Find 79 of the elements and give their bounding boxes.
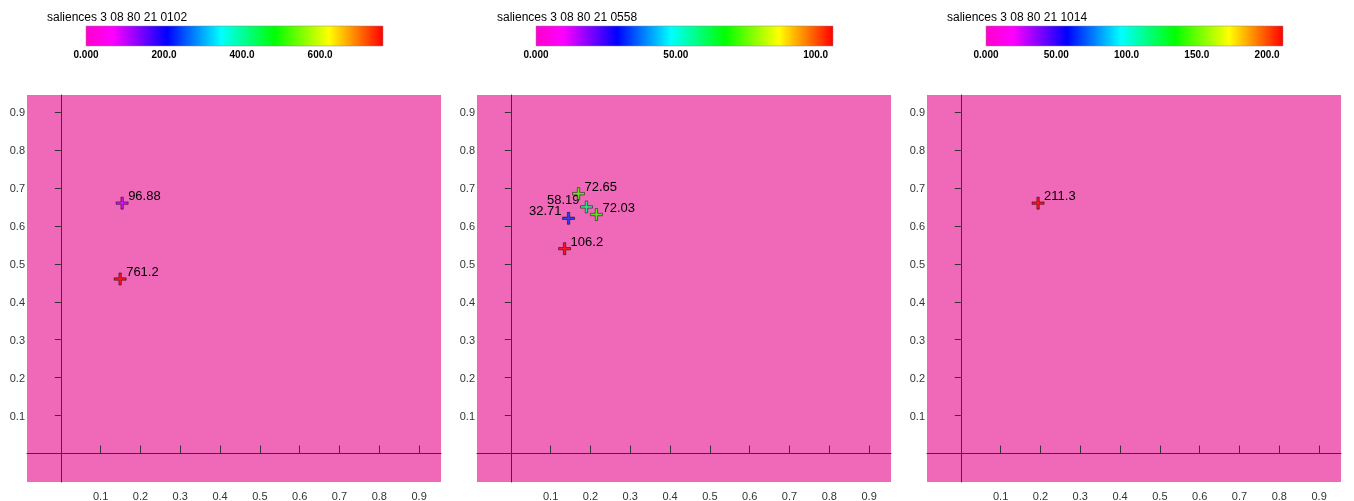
annotation: 211.3 bbox=[1044, 188, 1076, 204]
x-tick-label: 0.9 bbox=[861, 489, 877, 501]
color-bar-label: 100.0 bbox=[1114, 48, 1140, 60]
x-tick-label: 0.4 bbox=[662, 489, 678, 501]
x-tick-label: 0.8 bbox=[371, 489, 387, 501]
x-tick-label: 0.1 bbox=[93, 489, 109, 501]
x-tick-label: 0.2 bbox=[582, 489, 599, 501]
annotation: 96.88 bbox=[128, 188, 161, 204]
x-tick-label: 0.7 bbox=[331, 489, 348, 501]
y-tick-label: 0.9 bbox=[459, 106, 475, 119]
y-tick-label: 0.7 bbox=[9, 181, 25, 194]
x-tick-label: 0.9 bbox=[1311, 489, 1327, 501]
y-tick-label: 0.2 bbox=[459, 371, 475, 384]
color-bar-label: 400.0 bbox=[229, 48, 256, 60]
color-bar-label: 100.0 bbox=[803, 48, 829, 60]
x-tick-label: 0.6 bbox=[1192, 489, 1208, 501]
color-bar-label: 0.000 bbox=[73, 48, 99, 60]
y-tick-label: 0.9 bbox=[9, 106, 25, 119]
color-bar-label: 200.0 bbox=[151, 48, 177, 60]
color-bar-label: 150.0 bbox=[1184, 48, 1210, 60]
point bbox=[590, 208, 603, 221]
x-tick-label: 0.3 bbox=[622, 489, 638, 501]
annotation: 106.2 bbox=[570, 233, 604, 249]
chart-title: saliences 3 08 80 21 0558 bbox=[497, 10, 638, 24]
y-tick-label: 0.8 bbox=[9, 144, 25, 157]
x-tick-label: 0.2 bbox=[132, 489, 149, 501]
x-tick-label: 0.8 bbox=[821, 489, 837, 501]
x-tick-label: 0.9 bbox=[411, 489, 427, 501]
color-bar-label: 0.000 bbox=[973, 48, 999, 60]
y-tick-label: 0.8 bbox=[459, 144, 475, 157]
y-tick-label: 0.1 bbox=[9, 409, 25, 422]
color-bar-label: 200.0 bbox=[1254, 48, 1281, 60]
y-tick-label: 0.1 bbox=[459, 409, 475, 422]
x-tick-label: 0.6 bbox=[742, 489, 758, 501]
y-tick-label: 0.7 bbox=[459, 181, 475, 194]
y-tick-label: 0.8 bbox=[909, 144, 925, 157]
x-tick-label: 0.4 bbox=[1112, 489, 1128, 501]
y-tick-label: 0.9 bbox=[909, 106, 925, 119]
x-tick-label: 0.8 bbox=[1271, 489, 1287, 501]
annotation: 761.2 bbox=[126, 264, 159, 280]
x-tick-label: 0.6 bbox=[292, 489, 308, 501]
y-tick-label: 0.6 bbox=[459, 219, 475, 232]
point bbox=[580, 200, 593, 214]
x-tick-label: 0.1 bbox=[543, 489, 559, 501]
point bbox=[558, 242, 571, 255]
annotation: 72.03 bbox=[602, 199, 635, 215]
y-tick-label: 0.7 bbox=[909, 181, 925, 194]
y-tick-label: 0.1 bbox=[909, 409, 925, 422]
x-tick-label: 0.5 bbox=[1152, 489, 1168, 501]
x-tick-label: 0.1 bbox=[993, 489, 1009, 501]
y-tick-label: 0.2 bbox=[909, 371, 925, 384]
y-tick-label: 0.3 bbox=[9, 333, 25, 346]
color-bar-label: 600.0 bbox=[307, 48, 334, 60]
y-tick-label: 0.3 bbox=[909, 333, 925, 346]
chart-title: saliences 3 08 80 21 1014 bbox=[947, 10, 1088, 24]
x-tick-label: 0.5 bbox=[702, 489, 718, 501]
color-bar-label: 50.00 bbox=[663, 48, 689, 60]
x-tick-label: 0.2 bbox=[1032, 489, 1049, 501]
x-tick-label: 0.7 bbox=[1231, 489, 1248, 501]
chart-title: saliences 3 08 80 21 0102 bbox=[47, 10, 188, 24]
y-tick-label: 0.5 bbox=[459, 257, 475, 270]
y-tick-label: 0.4 bbox=[9, 295, 25, 308]
y-tick-label: 0.6 bbox=[909, 219, 925, 232]
x-tick-label: 0.7 bbox=[781, 489, 798, 501]
y-tick-label: 0.5 bbox=[909, 257, 925, 270]
y-tick-label: 0.5 bbox=[9, 257, 25, 270]
x-tick-label: 0.5 bbox=[252, 489, 268, 501]
annotation: 72.65 bbox=[584, 178, 618, 194]
y-tick-label: 0.2 bbox=[9, 371, 25, 384]
x-tick-label: 0.3 bbox=[172, 489, 188, 501]
y-tick-label: 0.6 bbox=[9, 219, 25, 232]
x-tick-label: 0.3 bbox=[1072, 489, 1088, 501]
y-tick-label: 0.4 bbox=[459, 295, 475, 308]
y-tick-label: 0.4 bbox=[909, 295, 925, 308]
point bbox=[562, 212, 575, 225]
color-bar-label: 50.00 bbox=[1043, 48, 1070, 60]
y-tick-label: 0.3 bbox=[459, 333, 475, 346]
x-tick-label: 0.4 bbox=[212, 489, 228, 501]
color-bar-label: 0.000 bbox=[523, 48, 549, 60]
